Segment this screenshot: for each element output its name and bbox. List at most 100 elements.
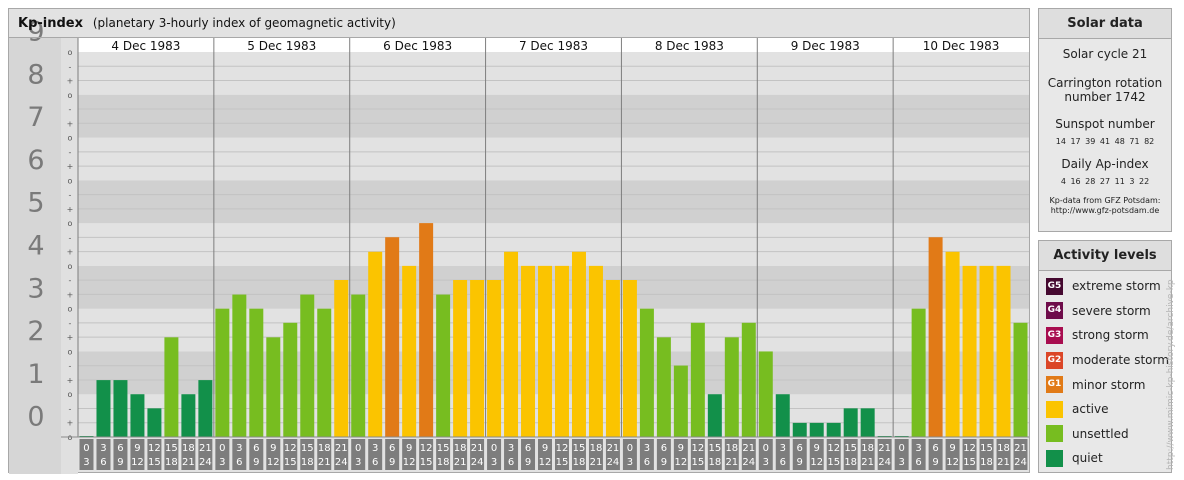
hour-end-label: 9 xyxy=(253,457,259,468)
hour-label-cell xyxy=(334,439,349,470)
band xyxy=(78,52,1029,95)
kp-bar xyxy=(962,265,977,437)
sunspot-values: 14 17 39 41 48 71 82 xyxy=(1055,137,1155,146)
hour-end-label: 12 xyxy=(810,457,823,468)
y-minor-label: o xyxy=(68,305,73,314)
y-minor-label: o xyxy=(68,48,73,57)
y-tick-label: 9 xyxy=(27,17,44,48)
hour-end-label: 18 xyxy=(301,457,314,468)
hour-end-label: 15 xyxy=(827,457,840,468)
hour-end-label: 6 xyxy=(915,457,921,468)
hour-start-label: 9 xyxy=(678,443,684,454)
hour-end-label: 24 xyxy=(471,457,484,468)
kp-bar xyxy=(1013,322,1028,437)
hour-end-label: 6 xyxy=(508,457,514,468)
hour-label-cell xyxy=(300,439,315,470)
legend-label-g4: severe storm xyxy=(1072,303,1151,318)
hour-label-cell xyxy=(996,439,1011,470)
hour-end-label: 3 xyxy=(763,457,769,468)
hour-end-label: 9 xyxy=(117,457,123,468)
y-minor-label: + xyxy=(67,333,74,342)
day-label: 5 Dec 1983 xyxy=(247,39,316,53)
y-minor-column xyxy=(61,38,78,474)
hour-start-label: 18 xyxy=(454,443,467,454)
hour-start-label: 0 xyxy=(898,443,904,454)
hour-end-label: 18 xyxy=(708,457,721,468)
hour-end-label: 12 xyxy=(131,457,144,468)
hour-label-cell xyxy=(147,439,162,470)
hour-end-label: 3 xyxy=(219,457,225,468)
hour-start-label: 0 xyxy=(83,443,89,454)
vertical-credit: http://www.mimic-kp-history.de/archive-k… xyxy=(1166,279,1176,470)
legend-swatch-g1: G1 xyxy=(1046,376,1063,394)
legend-swatch-quiet xyxy=(1046,449,1063,467)
hour-start-label: 18 xyxy=(182,443,195,454)
y-tick-label: 4 xyxy=(27,231,44,262)
hour-start-label: 12 xyxy=(420,443,433,454)
hour-end-label: 9 xyxy=(932,457,938,468)
legend-item-quiet: quiet xyxy=(1039,446,1171,471)
kp-bar xyxy=(639,308,654,437)
band xyxy=(78,265,1029,309)
hour-end-label: 6 xyxy=(100,457,106,468)
hour-start-label: 21 xyxy=(878,443,891,454)
kp-bar xyxy=(707,394,722,437)
hour-start-label: 0 xyxy=(627,443,633,454)
legend-label-g1: minor storm xyxy=(1072,377,1146,392)
hour-start-label: 21 xyxy=(1014,443,1027,454)
legend-item-g5: G5 extreme storm xyxy=(1039,274,1171,299)
legend-item-g2: G2 moderate storm xyxy=(1039,348,1171,373)
hour-start-label: 12 xyxy=(691,443,704,454)
kp-bar xyxy=(181,394,196,437)
hour-label-cell xyxy=(96,439,111,470)
hour-end-label: 21 xyxy=(590,457,603,468)
hour-start-label: 0 xyxy=(219,443,225,454)
y-minor-label: o xyxy=(68,262,73,271)
hour-start-label: 9 xyxy=(949,443,955,454)
hour-start-label: 18 xyxy=(590,443,603,454)
hour-start-label: 3 xyxy=(100,443,106,454)
hour-start-label: 12 xyxy=(148,443,161,454)
hour-end-label: 24 xyxy=(199,457,212,468)
hour-end-label: 15 xyxy=(963,457,976,468)
hour-label-cell xyxy=(639,439,654,470)
hour-end-label: 6 xyxy=(780,457,786,468)
hour-start-label: 21 xyxy=(335,443,348,454)
kp-bar xyxy=(266,337,281,437)
kp-bar xyxy=(521,265,536,437)
hour-label-cell xyxy=(317,439,332,470)
legend-label-g2: moderate storm xyxy=(1072,353,1169,368)
hour-end-label: 15 xyxy=(420,457,433,468)
legend-swatch-unsettled xyxy=(1046,425,1063,443)
hour-label-cell xyxy=(538,439,552,470)
hour-label-cell xyxy=(826,439,841,470)
kp-bar xyxy=(96,380,111,437)
hour-label-cell xyxy=(521,439,536,470)
kp-bar xyxy=(605,280,620,437)
hour-start-label: 6 xyxy=(525,443,531,454)
y-minor-label: + xyxy=(67,77,74,86)
hour-label-cell xyxy=(758,439,773,470)
kp-bar xyxy=(470,280,485,437)
hour-start-label: 18 xyxy=(997,443,1010,454)
hour-label-cell xyxy=(130,439,145,470)
hour-label-cell xyxy=(181,439,196,470)
solar-data-panel: Solar data Solar cycle 21 Carrington rot… xyxy=(1038,8,1172,232)
hour-label-cell xyxy=(843,439,858,470)
chart-subtitle: (planetary 3-hourly index of geomagnetic… xyxy=(92,16,396,30)
kp-bar xyxy=(860,408,875,437)
hour-label-cell xyxy=(911,439,926,470)
hour-label-cell xyxy=(894,439,909,470)
kp-bar xyxy=(317,308,332,437)
credit-line-2: http://www.gfz-potsdam.de xyxy=(1050,206,1160,215)
legend-label-quiet: quiet xyxy=(1072,451,1103,466)
hour-label-cell xyxy=(690,439,705,470)
y-minor-label: + xyxy=(67,376,74,385)
hour-end-label: 3 xyxy=(355,457,361,468)
hour-start-label: 0 xyxy=(491,443,497,454)
legend-item-g1: G1 minor storm xyxy=(1039,372,1171,397)
kp-bar xyxy=(826,422,841,437)
hour-start-label: 12 xyxy=(827,443,840,454)
kp-bar xyxy=(622,280,637,437)
y-minor-label: o xyxy=(68,347,73,356)
